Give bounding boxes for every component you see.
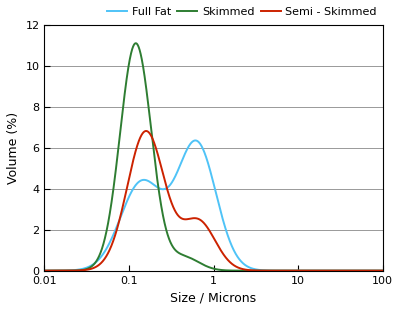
Full Fat <box>374 269 378 272</box>
Skimmed <box>380 269 385 272</box>
Line: Semi - Skimmed: Semi - Skimmed <box>44 131 382 271</box>
Full Fat <box>193 139 198 142</box>
Y-axis label: Volume (%): Volume (%) <box>7 112 20 184</box>
Semi - Skimmed <box>337 269 342 272</box>
Skimmed <box>81 268 86 272</box>
Full Fat <box>337 269 342 272</box>
Semi - Skimmed <box>81 268 86 272</box>
Skimmed <box>101 243 106 247</box>
Full Fat <box>172 177 176 180</box>
Skimmed <box>172 247 177 251</box>
Full Fat <box>42 269 47 272</box>
Skimmed <box>374 269 378 272</box>
Semi - Skimmed <box>380 269 385 272</box>
Semi - Skimmed <box>101 259 106 263</box>
Semi - Skimmed <box>374 269 378 272</box>
Semi - Skimmed <box>144 129 148 133</box>
Semi - Skimmed <box>186 217 191 221</box>
Skimmed <box>337 269 342 272</box>
Semi - Skimmed <box>172 207 177 211</box>
Line: Skimmed: Skimmed <box>44 43 382 271</box>
Legend: Full Fat, Skimmed, Semi - Skimmed: Full Fat, Skimmed, Semi - Skimmed <box>107 7 377 17</box>
Full Fat <box>186 144 191 148</box>
Line: Full Fat: Full Fat <box>44 141 382 271</box>
Full Fat <box>81 267 86 271</box>
X-axis label: Size / Microns: Size / Microns <box>170 291 256 304</box>
Skimmed <box>42 269 47 272</box>
Semi - Skimmed <box>42 269 47 272</box>
Full Fat <box>101 252 106 256</box>
Skimmed <box>133 41 138 45</box>
Full Fat <box>380 269 385 272</box>
Skimmed <box>186 255 191 259</box>
